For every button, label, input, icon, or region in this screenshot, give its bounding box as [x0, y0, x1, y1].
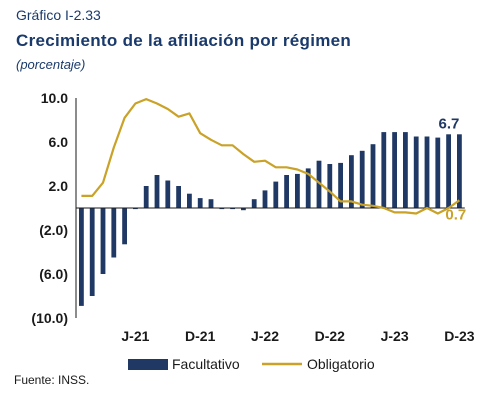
facultativo-bar	[457, 134, 462, 208]
obligatorio-line-group	[81, 97, 461, 215]
x-tick-label: J-22	[251, 328, 279, 344]
facultativo-bar	[359, 150, 365, 208]
y-tick-label: 2.0	[49, 178, 69, 194]
facultativo-bar	[219, 208, 225, 210]
facultativo-bar	[176, 186, 181, 208]
facultativo-bar	[435, 137, 441, 208]
facultativo-bar	[197, 198, 203, 208]
x-tick-label: D-23	[444, 328, 475, 344]
facultativo-bar	[327, 164, 333, 208]
facultativo-bar	[262, 190, 268, 208]
facultativo-bar	[446, 134, 451, 208]
facultativo-bar	[165, 180, 171, 208]
legend-facultativo-label: Facultativo	[172, 356, 240, 372]
y-tick-label: (10.0)	[31, 310, 68, 326]
facultativo-bar	[284, 175, 289, 208]
facultativo-bar	[187, 193, 192, 208]
obligatorio-line	[81, 97, 461, 215]
chart-units: (porcentaje)	[16, 57, 86, 72]
chart-supertitle: Gráfico I-2.33	[16, 7, 101, 23]
facultativo-bar	[349, 155, 354, 208]
facultativo-bar	[413, 136, 419, 208]
facultativo-bar	[154, 175, 160, 208]
facultativo-bar	[273, 181, 279, 208]
facultativo-bar	[424, 136, 430, 208]
facultativo-bar	[295, 173, 300, 208]
chart-axes: 10.0 6.0 2.0 (2.0) (6.0) (10.0) J-21 D-21 J-22 D-…	[31, 90, 474, 344]
facultativo-bar	[208, 199, 214, 208]
x-tick-label: J-23	[381, 328, 409, 344]
y-tick-label: 6.0	[49, 134, 69, 150]
obligatorio-end-label: 0.7	[445, 206, 466, 223]
facultativo-bar	[133, 208, 138, 210]
facultativo-end-label: 6.7	[439, 115, 460, 132]
facultativo-bar	[305, 168, 311, 208]
facultativo-bar	[392, 132, 397, 208]
x-tick-label: D-21	[185, 328, 216, 344]
facultativo-bar	[79, 208, 84, 306]
facultativo-bar	[403, 132, 408, 208]
legend-obligatorio-label: Obligatorio	[307, 356, 375, 372]
y-tick-label: (6.0)	[39, 266, 68, 282]
y-tick-label: 10.0	[41, 90, 68, 106]
chart-title: Crecimiento de la afiliación por régimen	[16, 31, 352, 50]
facultativo-bar	[230, 208, 235, 210]
facultativo-bars	[79, 132, 462, 306]
facultativo-bar	[241, 208, 246, 211]
facultativo-bar	[370, 144, 376, 208]
facultativo-bar	[100, 208, 106, 274]
x-tick-label: J-21	[121, 328, 149, 344]
facultativo-bar	[251, 199, 257, 208]
x-tick-label: D-22	[315, 328, 346, 344]
y-tick-label: (2.0)	[39, 222, 68, 238]
facultativo-bar	[316, 160, 322, 208]
facultativo-bar	[111, 208, 117, 258]
facultativo-bar	[89, 208, 95, 296]
source-note: Fuente: INSS.	[14, 373, 90, 387]
legend-facultativo-swatch	[128, 359, 168, 370]
chart-legend: Facultativo Obligatorio	[128, 356, 375, 372]
chart-labels: 6.7 0.7	[439, 115, 467, 223]
facultativo-bar	[143, 186, 149, 208]
facultativo-bar	[381, 132, 387, 208]
facultativo-bar	[122, 208, 127, 245]
facultativo-bar	[338, 162, 343, 208]
